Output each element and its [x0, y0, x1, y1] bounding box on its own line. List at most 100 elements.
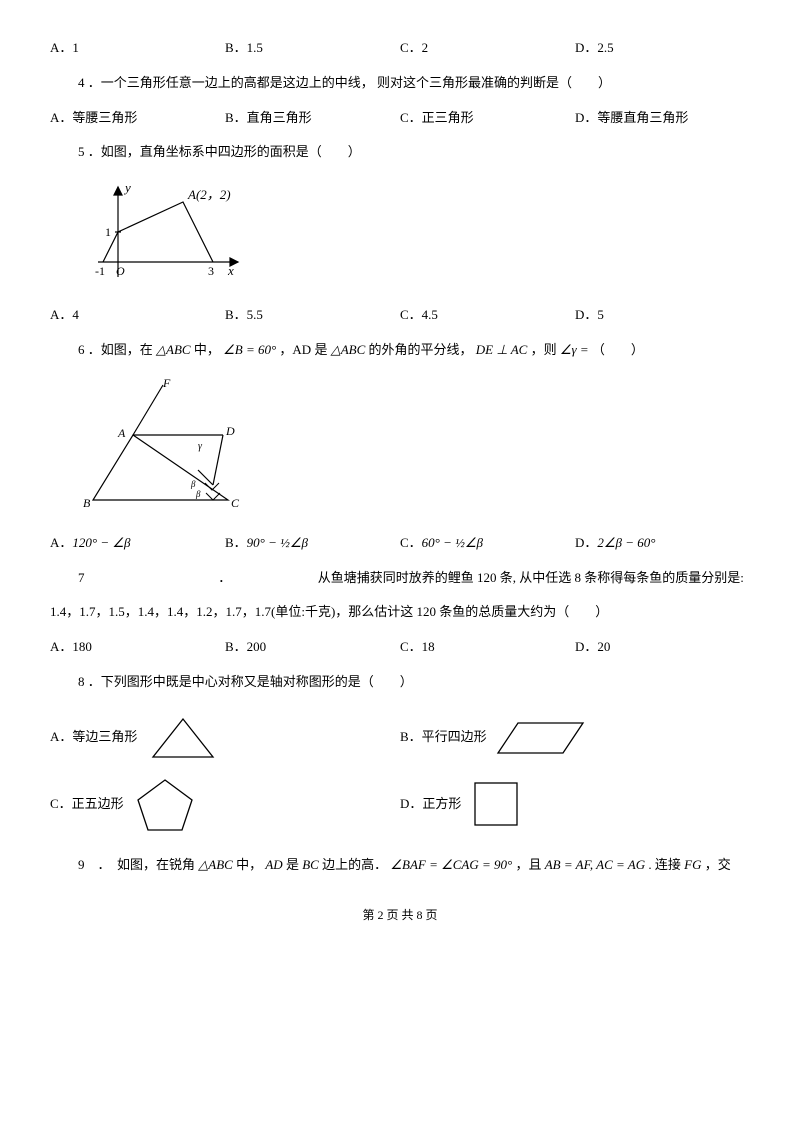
m: 2∠β − 60° [597, 535, 655, 550]
lbl-beta2: β [190, 479, 196, 489]
opt-b: B．5.5 [225, 305, 400, 326]
q5-figure: y A(2，2) 1 -1 O 3 x [78, 177, 750, 287]
triangle-diagram-icon: F A D B C γ β β [78, 375, 258, 515]
opt-b: B．1.5 [225, 38, 400, 59]
t: 的外角的平分线， [369, 342, 473, 357]
opt-a: A．1 [50, 38, 225, 59]
math: ∠γ = [560, 342, 589, 357]
opt-b: B．200 [225, 637, 400, 658]
t: . 连接 [648, 857, 681, 872]
opt-b: B．90° − ½∠β [225, 533, 400, 554]
a-label: A(2，2) [187, 187, 231, 202]
p: C． [400, 535, 422, 550]
opt-d: D．2∠β − 60° [575, 533, 750, 554]
opt-d: D．20 [575, 637, 750, 658]
t: ，则 [531, 342, 557, 357]
t: 6 ．如图，在 [78, 342, 153, 357]
triangle-icon [143, 713, 223, 763]
lbl: D．正方形 [400, 794, 461, 815]
xpos: 3 [208, 264, 214, 278]
opt-a: A．4 [50, 305, 225, 326]
t: ，AD 是 [279, 342, 327, 357]
q4-options: A．等腰三角形 B．直角三角形 C．正三角形 D．等腰直角三角形 [50, 108, 750, 129]
q6-text: 6 ．如图，在 △ABC 中， ∠B = 60° ，AD 是 △ABC 的外角的… [78, 340, 750, 361]
math: △ABC [156, 342, 191, 357]
page-footer: 第 2 页 共 8 页 [50, 906, 750, 925]
lbl: A．等边三角形 [50, 727, 137, 748]
square-icon [467, 777, 527, 832]
q7-options: A．180 B．200 C．18 D．20 [50, 637, 750, 658]
q8-text: 8 ．下列图形中既是中心对称又是轴对称图形的是（ ） [78, 672, 750, 693]
t: ，且 [515, 857, 541, 872]
q-prev-options: A．1 B．1.5 C．2 D．2.5 [50, 38, 750, 59]
xneg: -1 [95, 264, 105, 278]
q7-line2: 1.4，1.7，1.5，1.4，1.4，1.2，1.7，1.7(单位:千克)，那… [50, 602, 750, 623]
p: D． [575, 535, 597, 550]
t: 是 [286, 857, 299, 872]
math: ∠B = 60° [223, 342, 276, 357]
m: ∠BAF = ∠CAG = 90° [390, 857, 512, 872]
t: ，交 [705, 857, 731, 872]
p: B． [225, 535, 247, 550]
t: 边上的高． [322, 857, 387, 872]
opt-d: D．2.5 [575, 38, 750, 59]
m: AD [265, 857, 282, 872]
m: FG [684, 857, 701, 872]
x-label: x [227, 263, 234, 278]
opt-a: A．等边三角形 [50, 707, 400, 769]
opt-c: C．2 [400, 38, 575, 59]
opt-d: D．5 [575, 305, 750, 326]
q9-text: 9 ． 如图，在锐角 △ABC 中， AD 是 BC 边上的高． ∠BAF = … [78, 855, 750, 876]
m: 60° − ½∠β [422, 535, 483, 550]
lbl: C．正五边形 [50, 794, 124, 815]
m: 90° − ½∠β [247, 535, 308, 550]
ytick: 1 [105, 225, 111, 239]
m: 120° − ∠β [72, 535, 130, 550]
num: 7 [78, 568, 98, 589]
q4-text: 4 ．一个三角形任意一边上的高都是这边上的中线， 则对这个三角形最准确的判断是（… [78, 73, 750, 94]
q7-line1: 7 ． 从鱼塘捕获同时放养的鲤鱼 120 条, 从中任选 8 条称得每条鱼的质量… [78, 568, 750, 589]
q6-options: A．120° − ∠β B．90° − ½∠β C．60° − ½∠β D．2∠… [50, 533, 750, 554]
t: 中， [236, 857, 262, 872]
opt-a: A．等腰三角形 [50, 108, 225, 129]
opt-c: C．正三角形 [400, 108, 575, 129]
m: BC [302, 857, 319, 872]
lbl-c: C [231, 496, 240, 510]
lbl-b: B [83, 496, 91, 510]
opt-c: C．60° − ½∠β [400, 533, 575, 554]
lbl: B．平行四边形 [400, 727, 487, 748]
opt-a: A．180 [50, 637, 225, 658]
opt-c: C．正五边形 [50, 769, 400, 841]
opt-b: B．平行四边形 [400, 707, 750, 769]
opt-c: C．18 [400, 637, 575, 658]
p1: 从鱼塘捕获同时放养的鲤鱼 120 条, 从中任选 8 条称得每条鱼的质量分别是: [318, 570, 744, 585]
parallelogram-icon [493, 713, 593, 763]
q6-figure: F A D B C γ β β [78, 375, 750, 515]
q5-text: 5 ．如图，直角坐标系中四边形的面积是（ ） [78, 142, 750, 163]
math: △ABC [331, 342, 366, 357]
p: A． [50, 535, 72, 550]
origin: O [116, 264, 125, 278]
opt-b: B．直角三角形 [225, 108, 400, 129]
y-label: y [123, 180, 131, 195]
lbl-gamma: γ [198, 441, 203, 452]
math: DE ⊥ AC [476, 342, 528, 357]
lbl-beta1: β [195, 489, 201, 499]
q5-options: A．4 B．5.5 C．4.5 D．5 [50, 305, 750, 326]
lbl-f: F [162, 376, 171, 390]
opt-c: C．4.5 [400, 305, 575, 326]
opt-d: D．等腰直角三角形 [575, 108, 750, 129]
m: △ABC [198, 857, 233, 872]
pentagon-icon [130, 775, 200, 835]
opt-a: A．120° − ∠β [50, 533, 225, 554]
t: 9 ． 如图，在锐角 [78, 857, 195, 872]
lbl-a: A [117, 426, 126, 440]
opt-d: D．正方形 [400, 769, 750, 841]
lbl-d: D [225, 424, 235, 438]
dot: ． [101, 568, 231, 589]
t: 中， [194, 342, 220, 357]
m: AB = AF, AC = AG [545, 857, 645, 872]
q8-options: A．等边三角形 B．平行四边形 C．正五边形 D．正方形 [50, 707, 750, 841]
t: （ ） [592, 342, 644, 357]
coord-graph-icon: y A(2，2) 1 -1 O 3 x [78, 177, 258, 287]
